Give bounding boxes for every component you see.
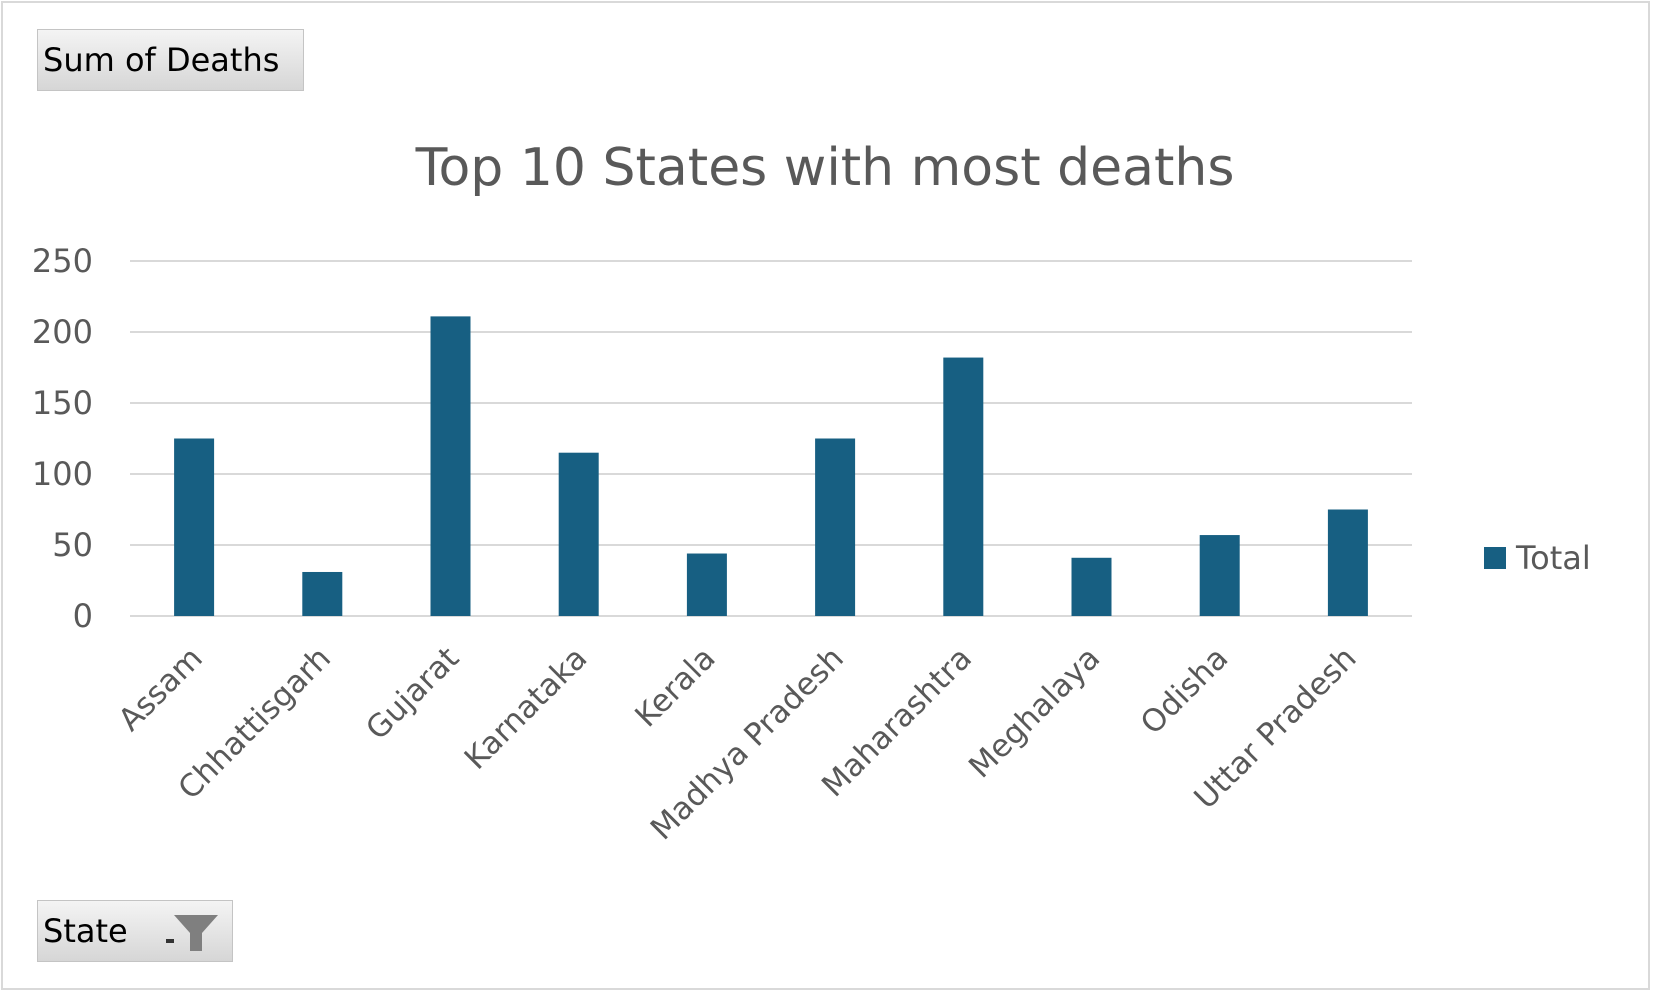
y-tick-label: 50 xyxy=(52,526,93,564)
x-tick-label: Meghalaya xyxy=(962,640,1107,785)
bar-kerala xyxy=(686,553,727,616)
x-tick-label: Karnataka xyxy=(458,640,595,777)
gridlines xyxy=(130,260,1412,617)
y-tick-label: 100 xyxy=(32,455,93,493)
legend: Total xyxy=(1484,539,1591,577)
values-field-label: Sum of Deaths xyxy=(43,41,280,79)
bar-karnataka xyxy=(558,452,599,616)
bar-uttar-pradesh xyxy=(1327,509,1368,616)
bar-odisha xyxy=(1199,535,1240,616)
axis-field-label: State xyxy=(43,912,128,950)
filter-funnel-icon[interactable] xyxy=(172,913,220,953)
legend-label-total: Total xyxy=(1515,539,1591,577)
axis-field-button[interactable]: State xyxy=(37,900,233,962)
chart-title: Top 10 States with most deaths xyxy=(415,138,1235,198)
y-axis-ticks: 0 50 100 150 200 250 xyxy=(32,242,93,635)
x-tick-label: Gujarat xyxy=(359,640,466,747)
y-tick-label: 200 xyxy=(32,313,93,351)
y-tick-label: 250 xyxy=(32,242,93,280)
bars xyxy=(174,316,1368,616)
legend-swatch xyxy=(1484,547,1506,569)
y-tick-label: 150 xyxy=(32,384,93,422)
bar-gujarat xyxy=(430,316,471,616)
x-tick-label: Kerala xyxy=(628,640,722,734)
bar-chhattisgarh xyxy=(302,571,343,616)
x-tick-label: Assam xyxy=(112,640,210,738)
bar-maharashtra xyxy=(943,357,984,616)
bar-madhya-pradesh xyxy=(815,438,856,616)
bar-meghalaya xyxy=(1071,557,1112,616)
bar-assam xyxy=(174,438,215,616)
x-tick-label: Odisha xyxy=(1134,640,1235,741)
dropdown-arrow-icon[interactable] xyxy=(166,939,174,943)
y-tick-label: 0 xyxy=(73,597,93,635)
values-field-button[interactable]: Sum of Deaths xyxy=(37,29,304,91)
